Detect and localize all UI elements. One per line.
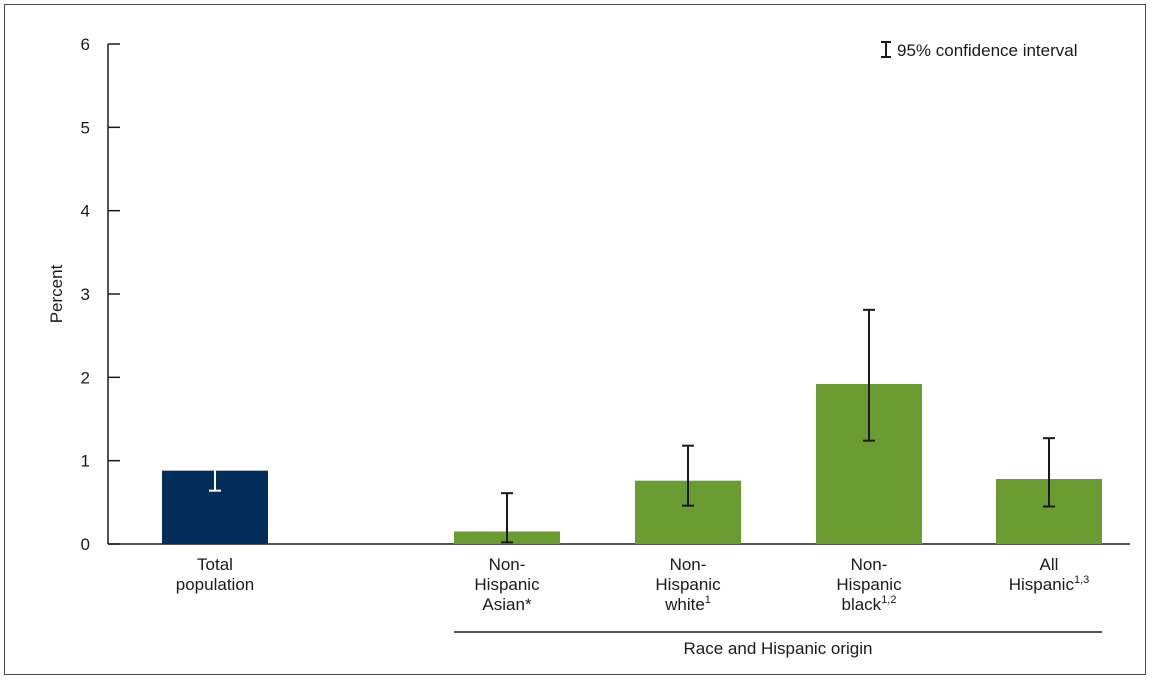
category-labels: Total population Non-Hispanic Asian* Non-His… (176, 555, 1089, 614)
y-axis-title: Percent (47, 264, 66, 323)
y-tick-label: 0 (81, 535, 90, 554)
confidence-interval-icon (881, 41, 891, 58)
y-tick-label: 6 (81, 35, 90, 54)
error-bar (863, 308, 875, 442)
error-bar (1043, 437, 1055, 508)
error-bars (209, 308, 1055, 544)
category-label: Non-Hispanic Asian* (474, 555, 540, 614)
group-label: Race and Hispanic origin (684, 639, 873, 658)
legend: 95% confidence interval (881, 41, 1078, 60)
category-label: Non-Hispanic black1,2 (836, 555, 902, 614)
y-tick-label: 5 (81, 118, 90, 137)
y-tick-label: 4 (81, 202, 90, 221)
group-annotation: Race and Hispanic origin (454, 631, 1102, 658)
error-bar (209, 442, 221, 492)
y-axis: 0 1 2 3 4 5 6 (81, 35, 1130, 554)
category-label: All Hispanic1,3 (1009, 555, 1090, 594)
y-tick-label: 2 (81, 368, 90, 387)
chart-frame (4, 4, 1146, 675)
y-tick-label: 1 (81, 452, 90, 471)
legend-label: 95% confidence interval (897, 41, 1078, 60)
error-bar (501, 492, 513, 544)
category-label: Non-Hispanic white1 (655, 555, 721, 614)
error-bar (682, 444, 694, 507)
bars (162, 384, 1102, 544)
category-label: Total population (176, 555, 254, 594)
y-tick-label: 3 (81, 285, 90, 304)
